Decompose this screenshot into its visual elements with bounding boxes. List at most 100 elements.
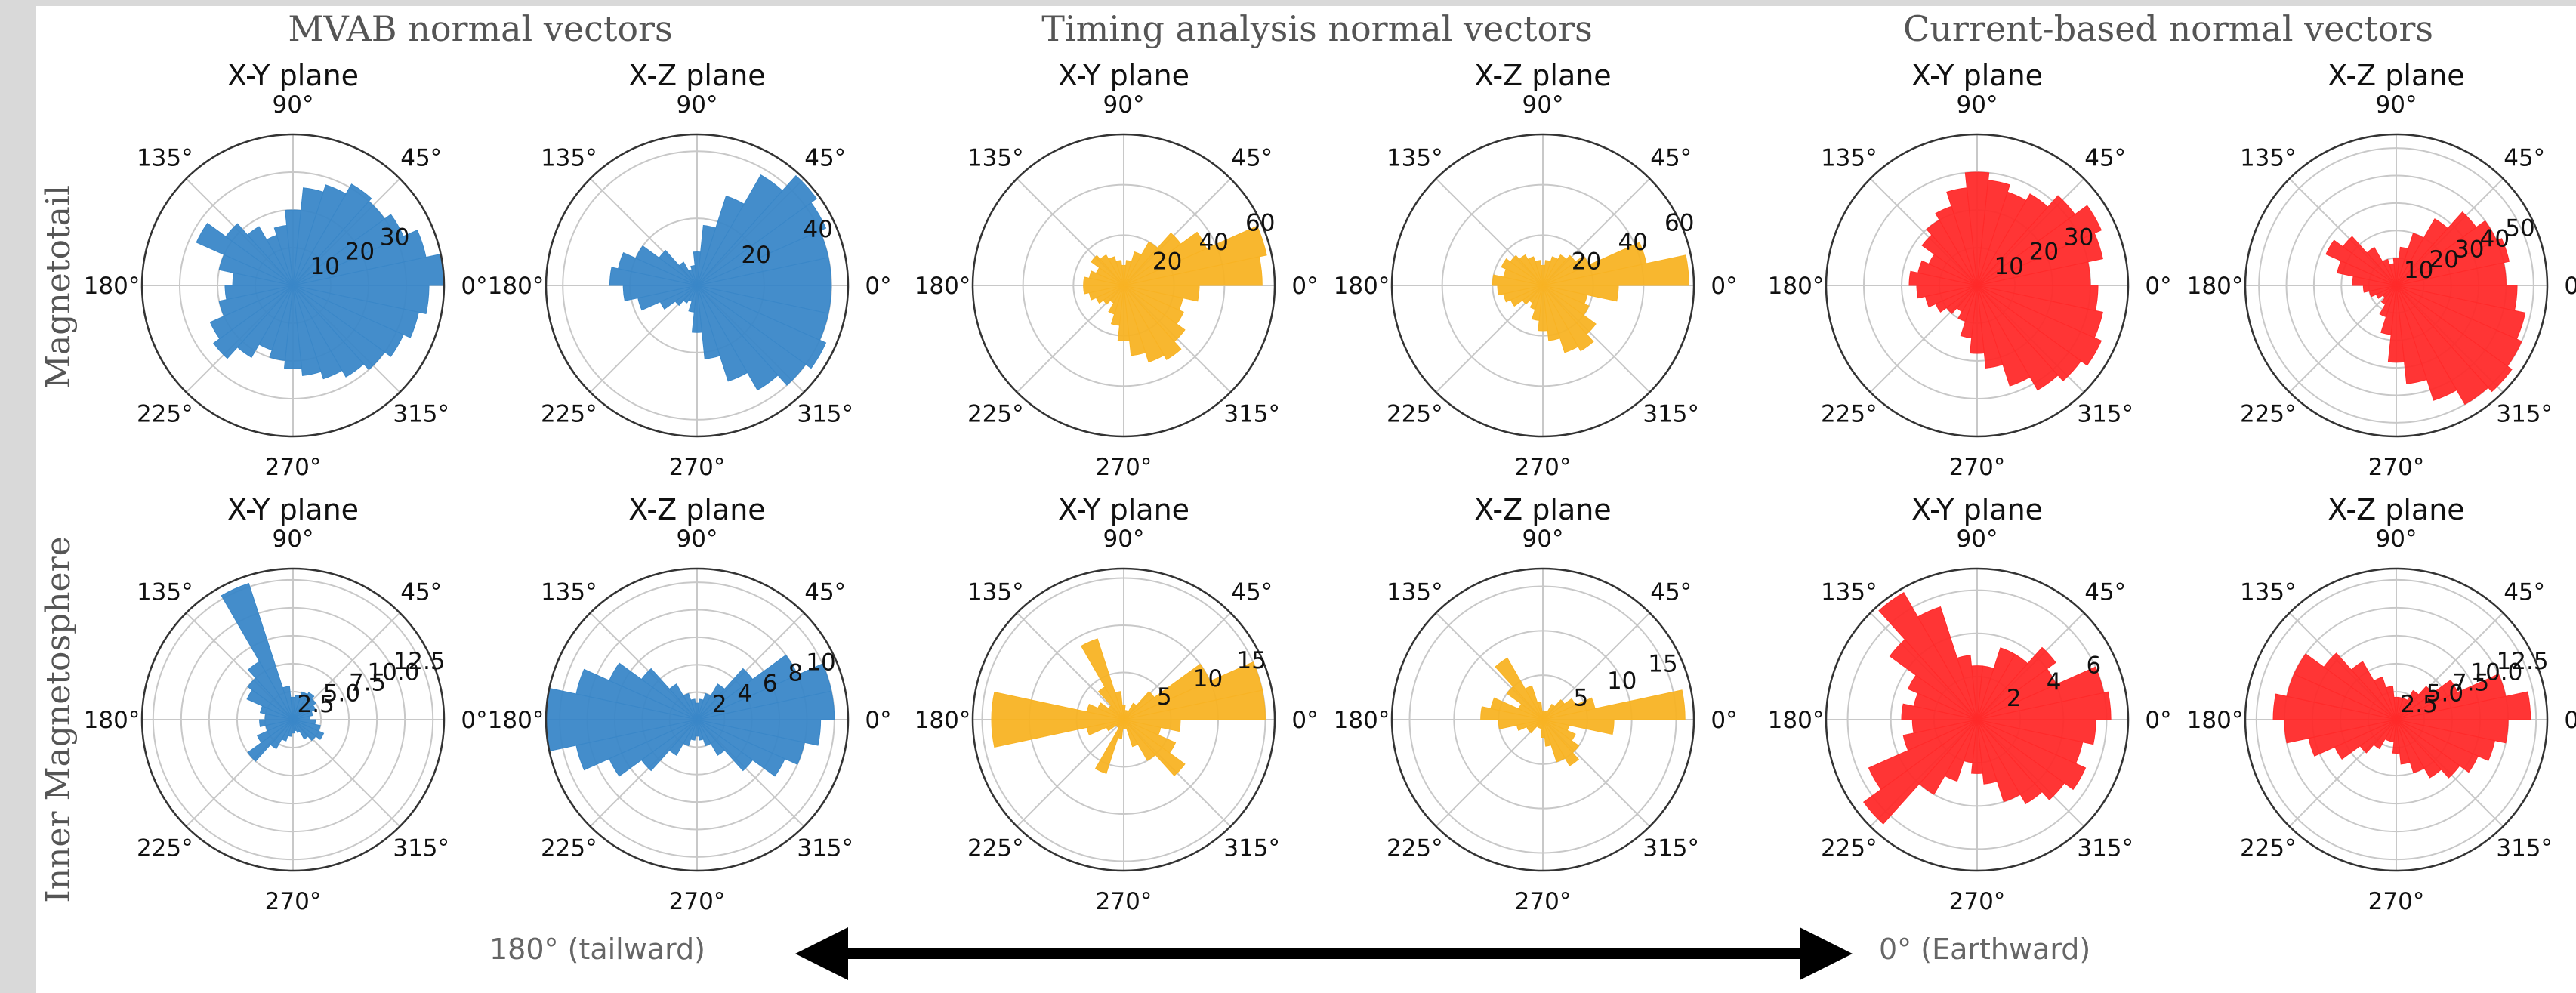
angle-label: 315° (2077, 401, 2133, 428)
histogram-bar (1889, 639, 1978, 720)
angle-label: 180° (2187, 273, 2244, 300)
polar-plot-4: 20 40 60 0° 45° 90° 135° 180° 225° 270° 315° X-Z pl… (1334, 59, 1738, 481)
angle-label: 315° (1223, 835, 1280, 862)
histogram-bar (609, 719, 698, 777)
angle-label: 135° (541, 144, 597, 171)
radial-tick-label: 2.5 (2401, 691, 2438, 718)
histogram-bar (2392, 258, 2400, 286)
angle-label: 270° (669, 888, 726, 915)
histogram-bar (1123, 285, 1186, 343)
histogram-bar (2396, 686, 2433, 720)
direction-arrow-left-head (795, 927, 848, 980)
angle-label: 90° (1957, 526, 1998, 553)
angle-label: 180° (1334, 707, 1390, 734)
radial-tick-label: 30 (380, 224, 409, 251)
histogram-bar (2396, 211, 2477, 286)
radial-tick-label: 2.5 (298, 691, 335, 718)
polar-plot-11: 246 0° 45° 90° 135° 180° 225° 270° 315° X-Y plane (1768, 493, 2172, 915)
histogram-bar (1542, 719, 1576, 742)
histogram-bar (2396, 285, 2522, 367)
angle-label: 0° (2564, 707, 2576, 734)
angle-label: 270° (1949, 888, 2006, 915)
polar-plot-8: 2 4 6 8 10 0° 45° 90° 135° 180° 225° 270° 315° X-Z pl… (488, 493, 892, 915)
histogram-bar (292, 187, 324, 286)
radial-tick-label: 6 (2087, 652, 2102, 679)
radial-tick-label: 10 (1193, 665, 1223, 692)
plot-frame (140, 133, 446, 438)
angle-label: 270° (1515, 454, 1572, 481)
angle-label: 135° (1821, 144, 1877, 171)
histogram-bar (575, 719, 698, 771)
radial-tick-label: 10 (1607, 668, 1637, 695)
radial-tick-label: 30 (2454, 236, 2484, 263)
histogram-bar (2352, 276, 2397, 286)
histogram-bar (2396, 719, 2509, 744)
angle-label: 45° (2084, 578, 2126, 606)
histogram-bar (218, 254, 294, 286)
angle-label: 270° (265, 454, 322, 481)
plot-frame (971, 567, 1276, 872)
angle-label: 45° (2504, 144, 2545, 171)
histogram-bar (696, 654, 798, 720)
histogram-bar (2373, 719, 2397, 750)
radial-tick-label: 20 (1572, 248, 1601, 275)
plot-title: X-Y plane (1058, 493, 1189, 526)
plot-frame (971, 133, 1276, 438)
angle-label: 90° (1103, 526, 1145, 553)
angle-label: 315° (1643, 835, 1699, 862)
radial-tick-label: 40 (804, 216, 833, 243)
histogram-bar (696, 285, 827, 369)
histogram-bar (1908, 270, 1978, 286)
radial-tick-label: 8 (788, 659, 804, 686)
radial-tick-label: 20 (1152, 248, 1182, 275)
histogram-bar (246, 689, 294, 720)
histogram-bar (1123, 231, 1208, 286)
histogram-bar (1976, 195, 2076, 286)
histogram-bar (1480, 706, 1544, 720)
histogram-bar (1907, 674, 1978, 720)
radial-tick-label: 40 (2480, 225, 2510, 252)
histogram-bar (1506, 686, 1544, 720)
histogram-bar (1964, 171, 1990, 286)
histogram-bar (1935, 285, 1978, 313)
histogram-bar (1935, 205, 1978, 286)
histogram-bar (1522, 285, 1544, 305)
histogram-bar (1976, 666, 2105, 720)
angle-label: 180° (84, 273, 140, 300)
angle-label: 270° (1096, 888, 1152, 915)
histogram-bar (2396, 285, 2513, 393)
histogram-bar (292, 214, 404, 286)
angle-label: 135° (1387, 578, 1443, 606)
polar-plot-3: 20 40 60 0° 45° 90° 135° 180° 225° 270° 315° X-Y pl… (915, 59, 1319, 481)
angle-label: 0° (461, 707, 487, 734)
angle-label: 180° (488, 707, 545, 734)
histogram-bar (1976, 205, 2102, 286)
radial-tick-label: 60 (1664, 209, 1694, 236)
radial-tick-label: 10.0 (367, 658, 419, 686)
histogram-bar (696, 692, 711, 720)
histogram-bar (292, 691, 308, 720)
radial-tick-label: 10 (1994, 253, 2023, 280)
angle-label: 180° (84, 707, 140, 734)
angle-label: 135° (541, 578, 597, 606)
histogram-bar (1542, 285, 1619, 302)
plot-title: X-Y plane (227, 59, 359, 92)
angle-label: 0° (1711, 707, 1737, 734)
histogram-bar (1921, 234, 1978, 286)
histogram-bar (1542, 699, 1566, 720)
angle-label: 45° (1231, 144, 1273, 171)
histogram-bar (1123, 719, 1186, 777)
histogram-bar (2396, 674, 2507, 720)
angle-label: 225° (2240, 401, 2297, 428)
histogram-bar (270, 719, 294, 750)
polar-plot-7: 2.55.07.510.012.5 0° 45° 90° 135° 180° 225° 270… (84, 493, 488, 915)
histogram-bar (292, 695, 301, 720)
plot-frame (1825, 567, 2130, 872)
histogram-bar (2334, 719, 2397, 760)
histogram-bar (1542, 260, 1551, 286)
angle-label: 225° (1821, 401, 1877, 428)
angle-label: 180° (915, 707, 971, 734)
angle-label: 90° (2376, 91, 2417, 119)
grid-spoke (1435, 719, 1544, 828)
angle-label: 315° (1643, 401, 1699, 428)
